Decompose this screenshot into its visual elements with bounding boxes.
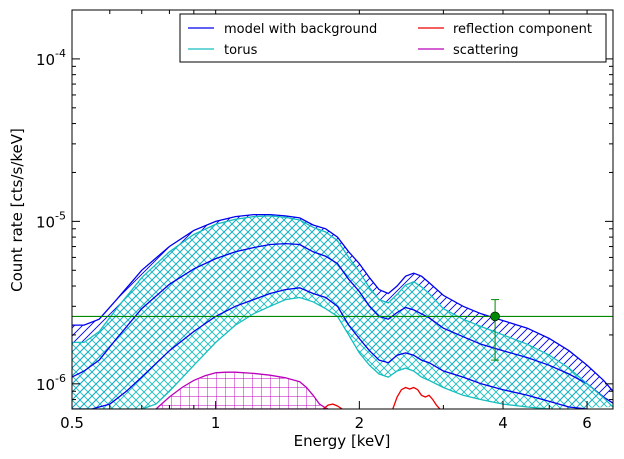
legend-box: [179, 13, 607, 63]
scattering-upper-line: [155, 371, 329, 409]
legend-label-reflection: reflection component: [453, 22, 592, 37]
torus-upper-line: [72, 215, 613, 408]
x-tick-label-1: 1: [211, 414, 221, 432]
plot-frame: [71, 9, 614, 410]
legend-label-model: model with background: [224, 22, 377, 37]
model-with-background-upper-line: [72, 213, 613, 392]
x-tick-label-4: 6: [582, 414, 592, 432]
x-tick-label-2: 2: [355, 414, 365, 432]
y-axis-label: Count rate [cts/s/keV]: [8, 128, 26, 292]
data-points: [490, 299, 500, 361]
y-tick-label-0: 10-6: [36, 372, 66, 394]
legend-label-scattering: scattering: [453, 43, 519, 58]
scattering-band: [156, 372, 329, 409]
model-with-background-lower-line: [72, 287, 588, 409]
x-tick-label-0: 0.5: [60, 414, 84, 432]
reflection-component-line-0: [322, 403, 343, 409]
data-point-0: [490, 311, 500, 322]
x-tick-label-3: 4: [498, 414, 508, 432]
axis-ticks: 0.5 1 2 4 6 10-6 10-5 10-4: [36, 9, 613, 432]
legend-label-torus: torus: [224, 43, 258, 58]
x-axis-label: Energy [keV]: [294, 432, 391, 450]
model-with-background-median-line: [72, 242, 613, 404]
y-tick-label-2: 10-4: [36, 47, 66, 69]
y-tick-label-1: 10-5: [36, 209, 66, 231]
torus-lower-line: [72, 296, 550, 409]
reflection-component-line-1: [392, 386, 441, 409]
legend: model with background reflection compone…: [179, 13, 607, 63]
series-lines: [72, 213, 613, 409]
torus-band: [72, 215, 613, 409]
